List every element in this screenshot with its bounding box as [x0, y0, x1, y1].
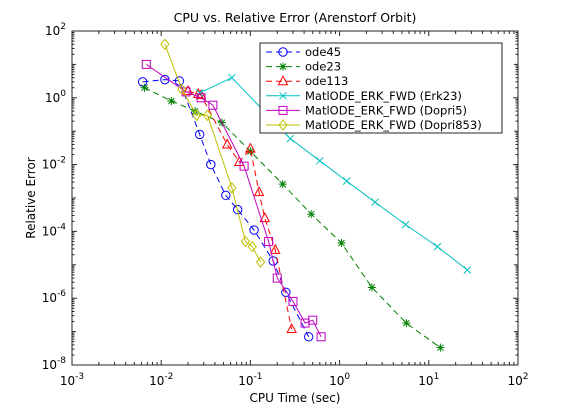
legend-label: ode45	[305, 45, 341, 59]
y-tick-label: 10-4	[42, 222, 67, 238]
data-point	[433, 242, 442, 251]
data-point	[315, 156, 324, 165]
legend-marker	[278, 119, 288, 131]
series-layer	[137, 38, 472, 352]
data-point	[232, 204, 243, 215]
data-point	[316, 332, 326, 342]
data-point	[402, 319, 411, 328]
legend-entry-5: MatlODE_ERK_FWD (Dopri5)	[266, 103, 467, 117]
series-line	[187, 90, 293, 330]
legend-entry-4: MatlODE_ERK_FWD (Erk23)	[266, 89, 462, 103]
data-point	[281, 287, 291, 298]
x-tick-label: 10-2	[149, 372, 173, 388]
legend-label: MatlODE_ERK_FWD (Erk23)	[305, 89, 462, 103]
data-point	[308, 315, 318, 325]
x-tick-label: 102	[507, 372, 528, 388]
y-tick-label: 10-8	[42, 356, 67, 372]
legend-entry-6: MatlODE_ERK_FWD (Dopri853)	[266, 118, 482, 132]
data-point	[192, 109, 202, 122]
data-point	[177, 83, 187, 96]
data-point	[307, 210, 316, 219]
data-point	[264, 236, 274, 246]
x-tick-label: 10-1	[238, 372, 262, 388]
data-point	[269, 243, 281, 254]
data-point	[196, 93, 206, 103]
data-point	[206, 159, 216, 170]
data-point	[278, 180, 287, 189]
data-point	[246, 147, 255, 156]
legend-label: MatlODE_ERK_FWD (Dopri853)	[305, 118, 482, 132]
data-point	[436, 343, 445, 352]
legend-marker	[279, 91, 287, 100]
legend-marker	[279, 62, 287, 71]
legend-marker	[277, 75, 289, 86]
x-axis-label: CPU Time (sec)	[250, 391, 341, 405]
chart-title: CPU vs. Relative Error (Arenstorf Orbit)	[174, 10, 417, 25]
data-point	[239, 161, 249, 171]
legend-label: ode23	[305, 60, 341, 74]
data-point	[174, 76, 185, 86]
data-point	[371, 198, 379, 207]
data-point	[141, 59, 151, 69]
data-point	[208, 100, 218, 110]
series-6	[160, 38, 266, 268]
data-point	[160, 38, 170, 51]
data-point	[202, 109, 213, 122]
series-line	[146, 63, 322, 338]
legend-label: MatlODE_ERK_FWD (Dopri5)	[305, 103, 467, 117]
data-point	[247, 240, 257, 253]
y-tick-label: 100	[45, 89, 66, 105]
data-point	[245, 142, 256, 153]
series-line	[142, 79, 310, 338]
series-line	[164, 44, 262, 263]
data-point	[255, 256, 266, 268]
tick-labels-layer: 10-3 10-2 10-1 100 101 102 10-8 10-6 10-4 10-2 100…	[42, 22, 529, 388]
data-point	[286, 134, 295, 143]
data-point	[140, 83, 149, 92]
data-point	[194, 129, 205, 140]
data-point	[240, 235, 251, 248]
data-point	[167, 97, 176, 106]
data-point	[221, 190, 231, 201]
data-point	[228, 73, 236, 82]
data-point	[463, 266, 472, 274]
data-point	[191, 107, 200, 116]
legend-marker	[278, 105, 288, 115]
x-tick-label: 100	[329, 372, 350, 388]
data-point	[288, 296, 298, 306]
ticks-layer	[71, 30, 519, 366]
series-4	[195, 73, 472, 274]
data-point	[221, 138, 233, 149]
data-point	[249, 225, 259, 235]
data-point	[253, 186, 265, 197]
legend-box	[259, 42, 503, 134]
x-tick-label: 101	[418, 372, 439, 388]
y-tick-label: 10-6	[42, 289, 67, 305]
series-1	[137, 74, 314, 342]
data-point	[401, 220, 410, 229]
y-tick-label: 102	[45, 22, 66, 38]
y-tick-label: 10-2	[42, 156, 66, 172]
x-tick-label: 10-3	[60, 372, 84, 388]
legend-label: ode113	[305, 74, 348, 88]
data-point	[367, 283, 376, 292]
series-2	[140, 83, 445, 352]
data-point	[259, 212, 271, 223]
legend-marker	[278, 47, 288, 57]
legend-entry-1: ode45	[266, 45, 341, 59]
series-3	[182, 84, 297, 333]
legend-entry-2: ode23	[266, 60, 341, 74]
y-axis-label: Relative Error	[24, 157, 38, 239]
data-point	[337, 238, 346, 247]
data-point	[303, 332, 314, 342]
data-point	[272, 273, 282, 283]
data-point	[227, 182, 237, 194]
data-point	[286, 322, 297, 333]
data-point	[342, 177, 351, 185]
legend-entry-3: ode113	[266, 74, 348, 88]
